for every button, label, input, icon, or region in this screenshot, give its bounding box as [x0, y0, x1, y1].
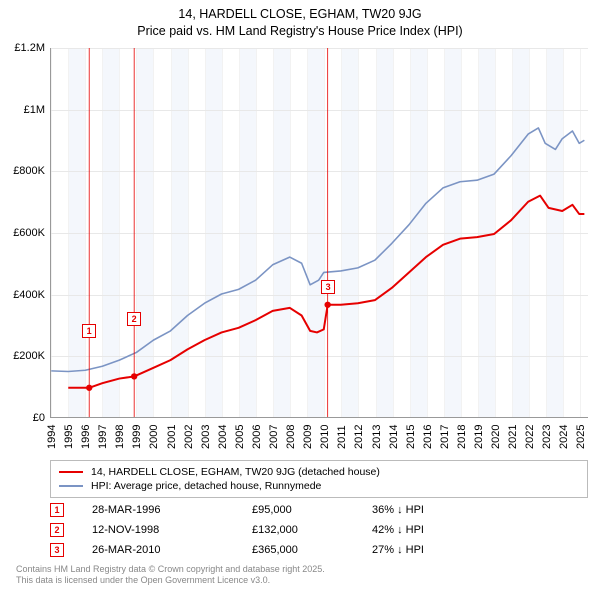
x-tick-label: 2025: [575, 425, 587, 449]
series-hpi: [51, 128, 584, 372]
x-tick-label: 2010: [319, 425, 331, 449]
x-tick-label: 2009: [302, 425, 314, 449]
x-tick-label: 2011: [336, 425, 348, 449]
attribution: Contains HM Land Registry data © Crown c…: [16, 564, 325, 587]
chart-plot-area: 1994199519961997199819992000200120022003…: [50, 48, 588, 418]
chart-svg: [51, 48, 588, 417]
x-tick-label: 2008: [285, 425, 297, 449]
sales-row-diff: 42% ↓ HPI: [372, 524, 502, 536]
x-tick-label: 2006: [251, 425, 263, 449]
y-tick-label: £600K: [13, 227, 45, 239]
x-tick-label: 2017: [439, 425, 451, 449]
sale-point-icon: [86, 385, 92, 391]
x-tick-label: 1998: [114, 425, 126, 449]
x-tick-label: 2002: [183, 425, 195, 449]
x-tick-label: 2003: [200, 425, 212, 449]
x-tick-label: 1995: [63, 425, 75, 449]
x-tick-label: 2022: [524, 425, 536, 449]
x-tick-label: 2014: [388, 425, 400, 449]
x-tick-label: 2007: [268, 425, 280, 449]
sales-row-badge: 1: [50, 503, 64, 517]
sales-row-date: 12-NOV-1998: [92, 524, 252, 536]
sale-point-icon: [324, 302, 330, 308]
y-tick-label: £200K: [13, 350, 45, 362]
sales-row-diff: 27% ↓ HPI: [372, 544, 502, 556]
x-tick-label: 2021: [507, 425, 519, 449]
x-tick-label: 1997: [97, 425, 109, 449]
legend-swatch: [59, 485, 83, 487]
sales-row-price: £132,000: [252, 524, 372, 536]
y-tick-label: £0: [33, 412, 45, 424]
x-tick-label: 2013: [371, 425, 383, 449]
x-tick-label: 2001: [166, 425, 178, 449]
sales-row-badge: 3: [50, 543, 64, 557]
sale-marker-badge: 1: [82, 324, 96, 338]
x-tick-label: 2000: [148, 425, 160, 449]
x-tick-label: 2020: [490, 425, 502, 449]
x-tick-label: 1999: [131, 425, 143, 449]
sales-row: 3 26-MAR-2010£365,00027% ↓ HPI: [50, 540, 502, 560]
legend-swatch: [59, 471, 83, 473]
title-line-1: 14, HARDELL CLOSE, EGHAM, TW20 9JG: [0, 6, 600, 23]
title-line-2: Price paid vs. HM Land Registry's House …: [0, 23, 600, 40]
x-tick-label: 2018: [456, 425, 468, 449]
x-tick-label: 2023: [541, 425, 553, 449]
sale-marker-badge: 3: [321, 280, 335, 294]
x-tick-label: 2024: [558, 425, 570, 449]
x-tick-label: 2019: [473, 425, 485, 449]
x-tick-label: 2004: [217, 425, 229, 449]
sales-row: 2 12-NOV-1998£132,00042% ↓ HPI: [50, 520, 502, 540]
y-tick-label: £400K: [13, 289, 45, 301]
sales-row-date: 26-MAR-2010: [92, 544, 252, 556]
legend-item: HPI: Average price, detached house, Runn…: [59, 479, 579, 493]
sales-row-diff: 36% ↓ HPI: [372, 504, 502, 516]
chart-title: 14, HARDELL CLOSE, EGHAM, TW20 9JG Price…: [0, 0, 600, 40]
sales-row-price: £95,000: [252, 504, 372, 516]
attribution-line-2: This data is licensed under the Open Gov…: [16, 575, 325, 586]
y-tick-label: £1.2M: [14, 42, 45, 54]
legend: 14, HARDELL CLOSE, EGHAM, TW20 9JG (deta…: [50, 460, 588, 498]
sales-row: 1 28-MAR-1996£95,00036% ↓ HPI: [50, 500, 502, 520]
x-tick-label: 2012: [353, 425, 365, 449]
y-tick-label: £800K: [13, 165, 45, 177]
x-tick-label: 2015: [405, 425, 417, 449]
sales-row-date: 28-MAR-1996: [92, 504, 252, 516]
y-tick-label: £1M: [24, 104, 45, 116]
sale-marker-badge: 2: [127, 312, 141, 326]
attribution-line-1: Contains HM Land Registry data © Crown c…: [16, 564, 325, 575]
x-tick-label: 1996: [80, 425, 92, 449]
x-tick-label: 1994: [46, 425, 58, 449]
sales-row-price: £365,000: [252, 544, 372, 556]
legend-item: 14, HARDELL CLOSE, EGHAM, TW20 9JG (deta…: [59, 465, 579, 479]
sale-point-icon: [131, 373, 137, 379]
x-tick-label: 2005: [234, 425, 246, 449]
sales-table: 1 28-MAR-1996£95,00036% ↓ HPI 2 12-NOV-1998…: [50, 500, 502, 560]
sales-row-badge: 2: [50, 523, 64, 537]
legend-label: 14, HARDELL CLOSE, EGHAM, TW20 9JG (deta…: [91, 466, 380, 478]
x-tick-label: 2016: [422, 425, 434, 449]
legend-label: HPI: Average price, detached house, Runn…: [91, 480, 321, 492]
